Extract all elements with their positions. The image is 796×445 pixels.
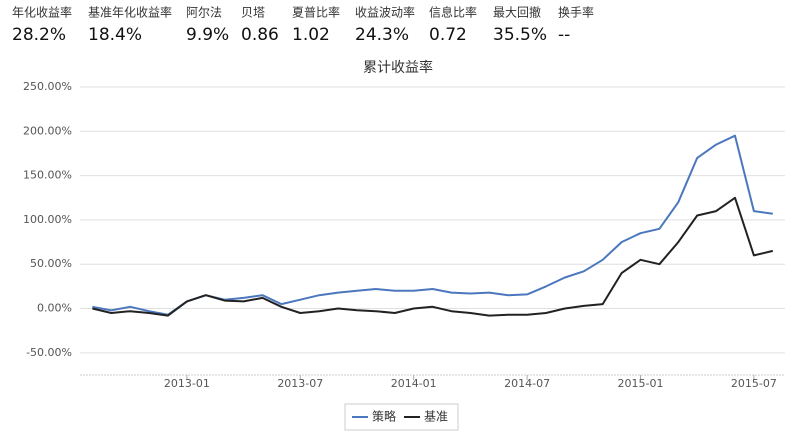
stat-label: 收益波动率 xyxy=(355,5,415,20)
stat-label: 换手率 xyxy=(558,5,594,20)
y-tick-label: 0.00% xyxy=(37,302,72,315)
y-tick-label: -50.00% xyxy=(26,346,72,359)
stat-value: 0.86 xyxy=(241,25,279,45)
stat-label: 贝塔 xyxy=(241,6,265,20)
x-tick-label: 2015-07 xyxy=(731,377,777,390)
stat-value: 1.02 xyxy=(292,25,330,45)
chart-title: 累计收益率 xyxy=(363,59,433,76)
y-tick-label: 200.00% xyxy=(23,124,72,137)
x-tick-label: 2015-01 xyxy=(618,377,664,390)
stat-label: 信息比率 xyxy=(429,5,477,20)
stat-label: 年化收益率 xyxy=(12,5,72,20)
stat-value: 18.4% xyxy=(88,25,142,45)
y-tick-label: 250.00% xyxy=(23,80,72,93)
stat-value: 35.5% xyxy=(493,25,547,45)
stat-label: 夏普比率 xyxy=(292,5,340,20)
y-tick-label: 100.00% xyxy=(23,213,72,226)
stat-label: 最大回撤 xyxy=(493,5,541,20)
stat-value: 28.2% xyxy=(12,25,66,45)
stat-label: 阿尔法 xyxy=(186,5,222,20)
stat-value: -- xyxy=(558,25,570,45)
stat-value: 24.3% xyxy=(355,25,409,45)
y-tick-label: 150.00% xyxy=(23,169,72,182)
stat-value: 9.9% xyxy=(186,25,229,45)
x-tick-label: 2014-07 xyxy=(504,377,550,390)
x-tick-label: 2013-07 xyxy=(277,377,323,390)
x-tick-label: 2013-01 xyxy=(164,377,210,390)
x-tick-label: 2014-01 xyxy=(391,377,437,390)
stat-value: 0.72 xyxy=(429,25,467,45)
series-line xyxy=(92,196,774,317)
series-line xyxy=(92,134,773,316)
y-tick-label: 50.00% xyxy=(30,257,72,270)
legend-label: 策略 xyxy=(372,409,396,424)
legend-label: 基准 xyxy=(424,410,448,424)
stat-label: 基准年化收益率 xyxy=(88,5,172,20)
